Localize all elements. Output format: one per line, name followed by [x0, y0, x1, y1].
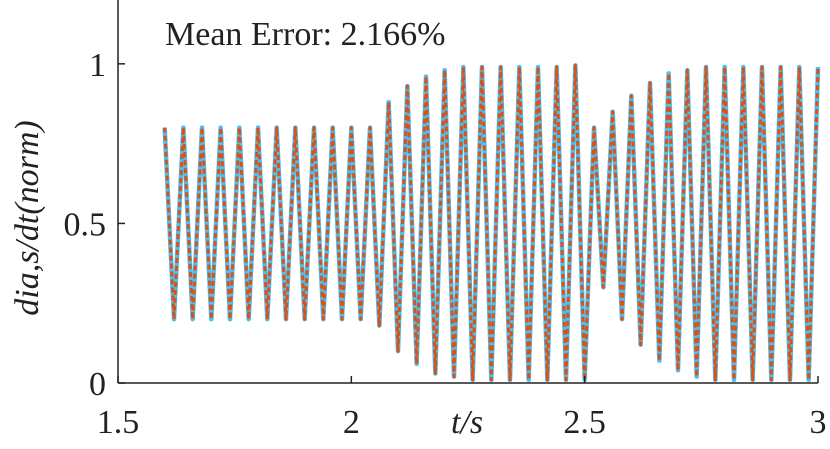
x-tick-label: 3 — [810, 404, 827, 441]
x-tick-label: 2 — [343, 404, 360, 441]
y-tick-label: 0 — [89, 366, 106, 403]
y-tick-label: 1 — [89, 47, 106, 84]
series-line — [163, 63, 820, 382]
x-tick-label: 1.5 — [97, 404, 140, 441]
x-tick-label: 2.5 — [563, 404, 606, 441]
x-axis-label: t/s — [451, 404, 483, 441]
annotation: Mean Error: 2.166% — [165, 16, 445, 53]
y-tick-label: 0.5 — [64, 206, 107, 243]
y-axis-label: dia,s/dt(norm) — [9, 120, 46, 316]
